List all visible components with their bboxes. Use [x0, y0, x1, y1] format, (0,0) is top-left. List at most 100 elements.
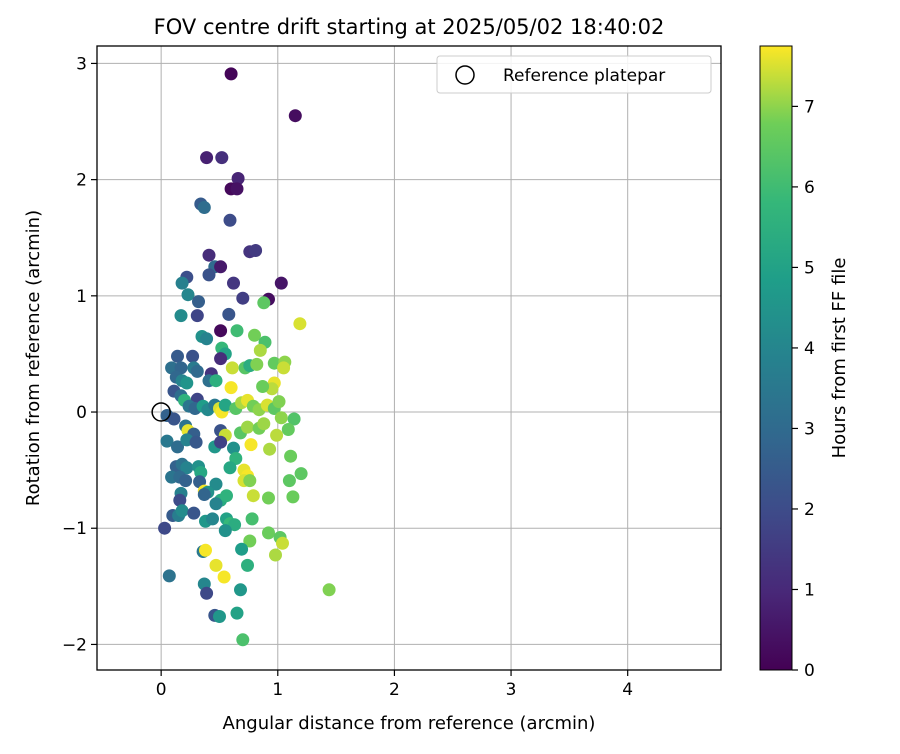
data-point: [249, 244, 263, 257]
data-point: [262, 526, 275, 540]
legend: Reference platepar: [436, 55, 712, 94]
x-tick-label: 3: [506, 680, 517, 700]
data-point: [220, 489, 233, 503]
y-tick-label: −2: [62, 635, 87, 655]
data-point: [158, 521, 172, 535]
data-point: [218, 398, 232, 412]
data-point: [180, 461, 194, 475]
data-point: [200, 332, 214, 346]
data-point: [284, 449, 298, 463]
data-point: [256, 380, 270, 393]
data-point: [174, 309, 188, 323]
data-point: [229, 452, 243, 465]
data-point: [218, 524, 232, 538]
data-point: [286, 490, 300, 504]
data-point: [322, 583, 336, 597]
data-point: [209, 497, 223, 511]
data-point: [248, 328, 261, 342]
data-point: [276, 536, 289, 550]
data-point: [181, 288, 195, 302]
data-point: [197, 201, 211, 214]
data-point: [192, 295, 205, 309]
data-point: [257, 417, 271, 431]
data-point: [162, 569, 176, 583]
data-point: [262, 491, 275, 505]
data-point: [241, 558, 254, 572]
data-point: [171, 440, 184, 454]
colorbar-tick-label: 0: [804, 661, 815, 681]
data-point: [230, 324, 244, 338]
y-axis-label: Rotation from reference (arcmin): [23, 210, 44, 506]
data-point: [250, 357, 264, 371]
x-tick-label: 1: [272, 680, 283, 700]
x-axis-ticks: 0 1 2 3 4: [156, 670, 633, 700]
data-point: [200, 151, 214, 165]
data-point: [214, 260, 228, 274]
x-tick-label: 2: [389, 680, 400, 700]
data-point: [230, 182, 244, 196]
data-point: [222, 307, 236, 321]
y-tick-label: 2: [76, 171, 87, 191]
data-point: [179, 474, 193, 488]
data-point: [214, 352, 228, 366]
data-point: [175, 276, 189, 290]
data-point: [214, 324, 228, 338]
data-point: [199, 543, 212, 557]
data-point: [214, 435, 228, 449]
grid-lines: [97, 46, 721, 670]
data-point: [167, 412, 181, 426]
colorbar-tick-label: 6: [804, 178, 815, 198]
data-point: [200, 586, 214, 600]
chart-title: FOV centre drift starting at 2025/05/02 …: [154, 15, 665, 39]
data-point: [294, 467, 308, 481]
data-point: [227, 441, 240, 455]
data-point: [209, 374, 223, 388]
data-point: [263, 442, 277, 456]
x-tick-label: 4: [622, 680, 633, 700]
data-point: [228, 518, 242, 532]
colorbar-tick-label: 5: [804, 258, 815, 278]
data-point: [173, 493, 187, 507]
data-point: [231, 172, 245, 185]
data-point: [243, 534, 257, 548]
data-point: [225, 361, 239, 375]
reference-platepar-marker: [151, 402, 171, 422]
y-axis-ticks: −2 −1 0 1 2 3: [62, 54, 97, 655]
data-point: [227, 276, 240, 290]
data-point: [274, 276, 288, 290]
x-axis-label: Angular distance from reference (arcmin): [223, 713, 596, 734]
data-point: [180, 376, 194, 390]
data-point: [223, 213, 237, 227]
data-point: [202, 248, 216, 262]
legend-marker: [455, 65, 475, 85]
data-point: [160, 434, 174, 448]
legend-entry-reference-platepar: Reference platepar: [503, 66, 665, 86]
colorbar-ticks: 0 1 2 3 4 5 6 7: [792, 97, 815, 681]
data-point: [253, 343, 267, 357]
data-point: [209, 558, 223, 572]
data-point: [287, 412, 301, 426]
data-point: [215, 151, 229, 165]
data-point: [288, 109, 302, 123]
data-point: [187, 506, 201, 520]
data-point: [234, 583, 247, 597]
y-tick-label: −1: [62, 519, 87, 539]
colorbar-tick-label: 7: [804, 97, 815, 117]
data-point: [224, 67, 238, 81]
data-point: [282, 474, 296, 488]
data-point: [269, 548, 282, 562]
colorbar-label: Hours from first FF file: [829, 258, 850, 459]
data-point: [224, 381, 238, 395]
colorbar-tick-label: 1: [804, 580, 815, 600]
plot-frame: [96, 45, 722, 671]
colorbar-tick-label: 3: [804, 419, 815, 439]
data-point: [223, 461, 237, 475]
data-point: [274, 411, 288, 425]
data-point: [206, 512, 219, 526]
data-point: [244, 438, 258, 452]
data-point: [235, 542, 249, 556]
data-point: [202, 268, 216, 282]
y-tick-label: 1: [76, 287, 87, 307]
